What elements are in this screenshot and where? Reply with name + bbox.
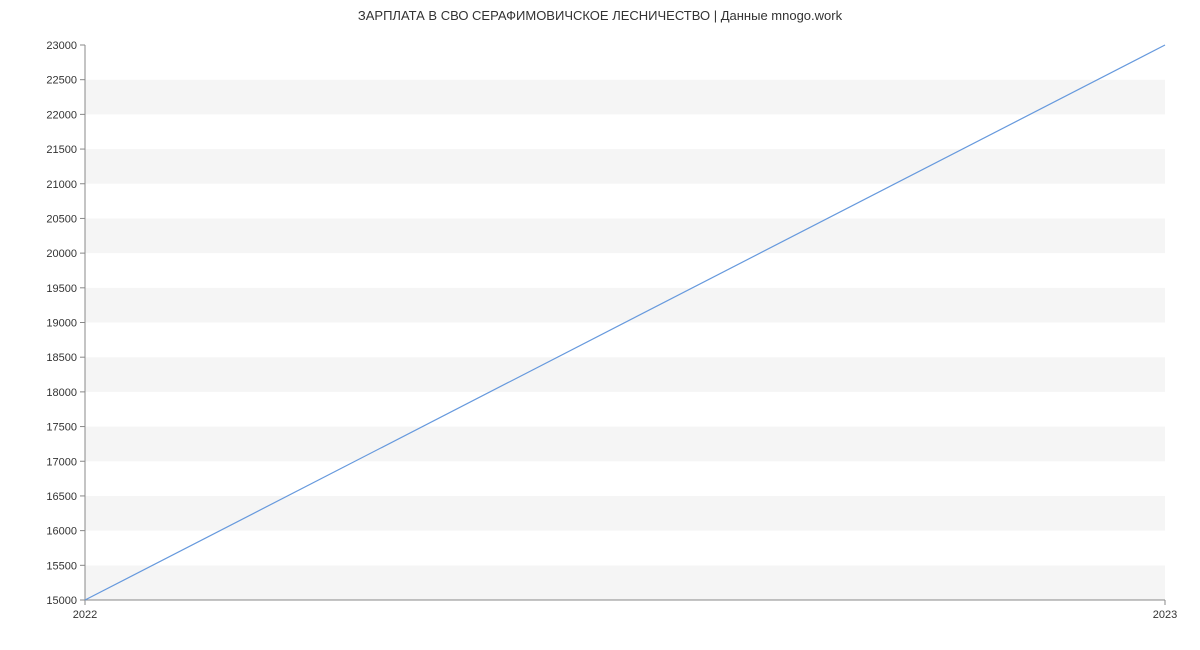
y-tick-label: 22000: [46, 109, 77, 121]
chart-svg: 15000 15500 16000 16500 17000 17500 18000 18500…: [0, 0, 1200, 650]
y-tick-label: 21000: [46, 179, 77, 191]
grid-band: [85, 80, 1165, 115]
y-tick-label: 20000: [46, 248, 77, 260]
y-tick-label: 20500: [46, 213, 77, 225]
grid-band: [85, 427, 1165, 462]
x-tick-label: 2022: [73, 609, 97, 621]
grid-band: [85, 184, 1165, 219]
x-tick-label: 2023: [1153, 609, 1177, 621]
y-tick-label: 23000: [46, 40, 77, 52]
y-tick-label: 18500: [46, 352, 77, 364]
y-tick-label: 19500: [46, 283, 77, 295]
grid-band: [85, 461, 1165, 496]
grid-band: [85, 392, 1165, 427]
y-tick-label: 16000: [46, 526, 77, 538]
y-tick-label: 17500: [46, 422, 77, 434]
grid-band: [85, 496, 1165, 531]
grid-band: [85, 149, 1165, 184]
y-tick-label: 22500: [46, 75, 77, 87]
grid-band: [85, 45, 1165, 80]
grid-band: [85, 565, 1165, 600]
y-tick-label: 16500: [46, 491, 77, 503]
grid-band: [85, 357, 1165, 392]
grid-band: [85, 323, 1165, 358]
y-tick-label: 17000: [46, 456, 77, 468]
y-tick-label: 18000: [46, 387, 77, 399]
y-tick-label: 15000: [46, 595, 77, 607]
grid-band: [85, 253, 1165, 288]
salary-chart: ЗАРПЛАТА В СВО СЕРАФИМОВИЧСКОЕ ЛЕСНИЧЕСТ…: [0, 0, 1200, 650]
y-tick-label: 15500: [46, 560, 77, 572]
grid-band: [85, 218, 1165, 253]
grid-band: [85, 114, 1165, 149]
grid-band: [85, 288, 1165, 323]
grid-band: [85, 531, 1165, 566]
y-tick-label: 19000: [46, 318, 77, 330]
y-tick-label: 21500: [46, 144, 77, 156]
